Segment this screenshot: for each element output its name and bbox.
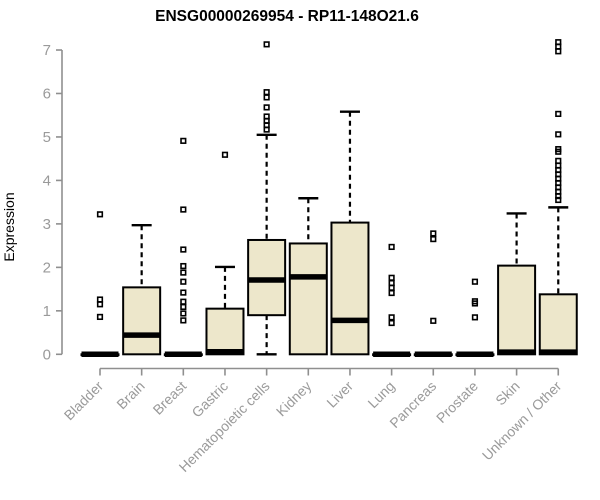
outlier-point-2-8 bbox=[180, 303, 187, 311]
x-category-label-1: Brain bbox=[113, 378, 147, 412]
outlier-point-8-0 bbox=[430, 230, 437, 237]
outlier-point-2-0 bbox=[180, 137, 187, 144]
outlier-point-11-3 bbox=[555, 110, 562, 118]
outlier-point-2-3 bbox=[180, 262, 187, 270]
outlier-point-2-9 bbox=[180, 310, 187, 317]
y-tick-label-5: 5 bbox=[43, 129, 51, 146]
outlier-point-3-0 bbox=[221, 151, 229, 158]
outlier-point-4-3 bbox=[263, 104, 270, 111]
outlier-point-2-2 bbox=[180, 246, 187, 253]
outlier-point-4-2 bbox=[263, 94, 270, 101]
y-tick-label-0: 0 bbox=[43, 346, 51, 363]
outlier-point-11-6 bbox=[555, 148, 562, 155]
outlier-point-8-2 bbox=[430, 317, 437, 324]
outlier-point-7-4 bbox=[388, 289, 395, 297]
outlier-point-2-10 bbox=[180, 317, 187, 324]
y-tick-label-6: 6 bbox=[43, 85, 51, 102]
outlier-point-4-7 bbox=[263, 126, 270, 133]
outlier-point-4-1 bbox=[263, 89, 270, 96]
x-category-label-0: Bladder bbox=[61, 378, 107, 424]
outlier-point-2-7 bbox=[180, 298, 187, 305]
x-category-label-9: Prostate bbox=[433, 378, 481, 426]
outlier-point-7-0 bbox=[388, 243, 395, 251]
outlier-point-7-1 bbox=[388, 274, 395, 281]
outlier-point-9-0 bbox=[471, 278, 479, 285]
outlier-point-7-5 bbox=[388, 314, 395, 321]
outlier-point-11-1 bbox=[555, 43, 562, 50]
box-5 bbox=[288, 242, 328, 356]
outlier-point-8-1 bbox=[430, 236, 437, 243]
x-category-label-5: Kidney bbox=[273, 378, 315, 420]
outlier-point-11-4 bbox=[555, 131, 562, 138]
y-tick-label-1: 1 bbox=[43, 303, 51, 320]
box-1 bbox=[122, 286, 162, 356]
x-category-label-2: Breast bbox=[150, 378, 190, 418]
x-category-label-10: Skin bbox=[492, 378, 523, 409]
outlier-point-9-2 bbox=[471, 300, 479, 307]
outlier-point-7-3 bbox=[388, 284, 395, 291]
y-axis-label: Expression bbox=[1, 192, 17, 261]
outlier-point-2-6 bbox=[180, 289, 187, 296]
x-category-label-11: Unknown / Other bbox=[479, 378, 565, 464]
outlier-point-2-5 bbox=[180, 278, 187, 285]
outlier-point-0-1 bbox=[96, 296, 104, 303]
outlier-point-2-4 bbox=[180, 269, 187, 276]
y-tick-label-4: 4 bbox=[43, 172, 51, 189]
outlier-point-0-2 bbox=[96, 301, 104, 308]
outlier-point-11-2 bbox=[555, 48, 562, 55]
box-3 bbox=[205, 307, 245, 356]
outlier-point-9-3 bbox=[471, 314, 479, 321]
outlier-point-0-0 bbox=[96, 211, 104, 218]
outlier-point-7-2 bbox=[388, 279, 395, 287]
outlier-point-11-7 bbox=[555, 157, 562, 164]
box-11 bbox=[538, 293, 578, 356]
box-10 bbox=[497, 264, 537, 356]
x-category-label-6: Liver bbox=[323, 378, 356, 411]
y-tick-label-3: 3 bbox=[43, 216, 51, 233]
x-category-label-7: Lung bbox=[364, 378, 397, 411]
y-tick-label-2: 2 bbox=[43, 259, 51, 276]
outlier-point-7-6 bbox=[388, 319, 395, 327]
outlier-point-2-1 bbox=[180, 206, 187, 213]
chart-title: ENSG00000269954 - RP11-148O21.6 bbox=[155, 8, 419, 25]
outlier-point-4-0 bbox=[263, 41, 270, 48]
outlier-point-11-16 bbox=[555, 196, 562, 204]
y-tick-label-7: 7 bbox=[43, 42, 51, 59]
box-6 bbox=[330, 221, 370, 356]
outlier-point-0-3 bbox=[96, 313, 104, 321]
